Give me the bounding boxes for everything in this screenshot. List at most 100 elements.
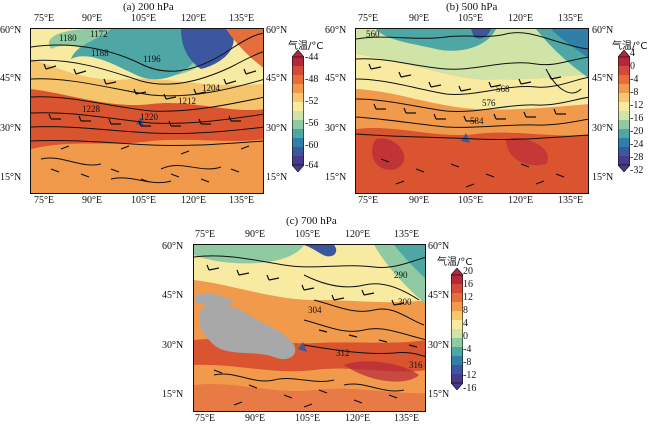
lon-tick-top: 75°E (358, 13, 379, 24)
colorbar-segment (292, 84, 304, 94)
colorbar-title: 气温/°C (612, 41, 648, 52)
contour-label: 1180 (59, 33, 77, 43)
colorbar-c (451, 268, 463, 390)
lon-tick-bottom: 75°E (358, 195, 379, 206)
colorbar-label: -60 (305, 140, 319, 151)
colorbar-extension-bottom (292, 164, 304, 172)
colorbar-segment (292, 111, 304, 121)
colorbar-segment (292, 129, 304, 139)
colorbar-segment (618, 129, 630, 139)
colorbar-label: 8 (463, 305, 468, 316)
colorbar-label: -20 (630, 126, 644, 137)
colorbar-segment (292, 102, 304, 112)
lat-tick-right: 45°N (428, 290, 450, 301)
lon-tick-bottom: 105°E (295, 413, 321, 424)
lat-tick-right: 15°N (428, 389, 450, 400)
lon-tick-top: 135°E (229, 13, 255, 24)
colorbar-label: 0 (630, 61, 635, 72)
lat-tick-right: 15°N (592, 172, 614, 183)
colorbar-frame (618, 56, 630, 166)
lat-tick-left: 15°N (162, 389, 184, 400)
contour-label: 290 (394, 270, 408, 280)
colorbar-segment (292, 57, 304, 67)
colorbar-extension-top (292, 50, 304, 58)
lon-tick-top: 120°E (508, 13, 534, 24)
lon-tick-top: 105°E (458, 13, 484, 24)
colorbar-segment (451, 293, 463, 303)
colorbar-segment (618, 120, 630, 130)
colorbar-label: 0 (463, 331, 468, 342)
colorbar-label: 20 (463, 266, 473, 277)
colorbar-segment (618, 102, 630, 112)
map-field-200hpa (31, 29, 263, 193)
colorbar-segment (292, 75, 304, 85)
panel-title: (c) 700 hPa (286, 215, 337, 227)
colorbar-segment (618, 66, 630, 76)
colorbar-frame (292, 56, 304, 166)
colorbar-segment (451, 302, 463, 312)
colorbar-label: -28 (630, 152, 644, 163)
lat-tick-left: 45°N (325, 73, 347, 84)
lon-tick-top: 90°E (245, 229, 266, 240)
colorbar-segment (292, 66, 304, 76)
lat-tick-left: 60°N (325, 25, 347, 36)
lat-tick-right: 60°N (592, 25, 614, 36)
colorbar-extension-bottom (451, 382, 463, 390)
colorbar-segment (618, 84, 630, 94)
lat-tick-left: 30°N (325, 123, 347, 134)
colorbar-segment (451, 311, 463, 321)
colorbar-label: -4 (630, 74, 639, 85)
lat-tick-left: 60°N (0, 25, 22, 36)
lon-tick-bottom: 135°E (229, 195, 255, 206)
colorbar-segment (618, 75, 630, 85)
map-field-500hpa (356, 29, 588, 193)
lon-tick-top: 135°E (394, 229, 420, 240)
contour-label: 1196 (143, 54, 161, 64)
colorbar-label: -32 (630, 165, 644, 176)
map-area-700hpa (193, 244, 426, 412)
contour-label: 568 (496, 84, 510, 94)
colorbar-label: 4 (630, 48, 635, 59)
contour-label: 1228 (82, 104, 100, 114)
lon-tick-bottom: 135°E (558, 195, 584, 206)
contour-label: 316 (409, 360, 423, 370)
colorbar-segment (451, 329, 463, 339)
colorbar-frame (451, 274, 463, 384)
colorbar-label: 4 (463, 318, 468, 329)
colorbar-label: -48 (305, 74, 319, 85)
colorbar-label: -44 (305, 52, 319, 63)
lat-tick-right: 30°N (592, 123, 614, 134)
colorbar-label: -8 (630, 87, 639, 98)
lon-tick-bottom: 90°E (82, 195, 103, 206)
map-field-700hpa (194, 245, 425, 411)
lon-tick-top: 90°E (82, 13, 103, 24)
colorbar-segment (618, 93, 630, 103)
lon-tick-bottom: 135°E (394, 413, 420, 424)
lon-tick-bottom: 120°E (181, 195, 207, 206)
colorbar-label: -52 (305, 96, 319, 107)
map-area-500hpa (355, 28, 589, 194)
lon-tick-top: 105°E (295, 229, 321, 240)
colorbar-label: -4 (463, 344, 472, 355)
colorbar-segment (292, 147, 304, 157)
colorbar-label: 16 (463, 279, 473, 290)
colorbar-segment (618, 57, 630, 67)
lon-tick-bottom: 90°E (245, 413, 266, 424)
geopotential-contours (194, 255, 425, 408)
contour-label: 560 (366, 29, 380, 39)
colorbar-segment (451, 275, 463, 285)
lon-tick-top: 105°E (131, 13, 157, 24)
colorbar-label: -16 (463, 383, 477, 394)
contour-label: 312 (336, 348, 350, 358)
geopotential-contours (356, 32, 588, 188)
lon-tick-bottom: 75°E (195, 413, 216, 424)
lon-tick-bottom: 90°E (409, 195, 430, 206)
colorbar-segment (451, 320, 463, 330)
colorbar-extension-top (618, 50, 630, 58)
colorbar-title: 气温/°C (437, 257, 473, 268)
contour-label: 576 (482, 98, 496, 108)
colorbar-segment (292, 93, 304, 103)
lon-tick-top: 90°E (409, 13, 430, 24)
lat-tick-left: 45°N (0, 73, 22, 84)
colorbar-extension-top (451, 268, 463, 276)
